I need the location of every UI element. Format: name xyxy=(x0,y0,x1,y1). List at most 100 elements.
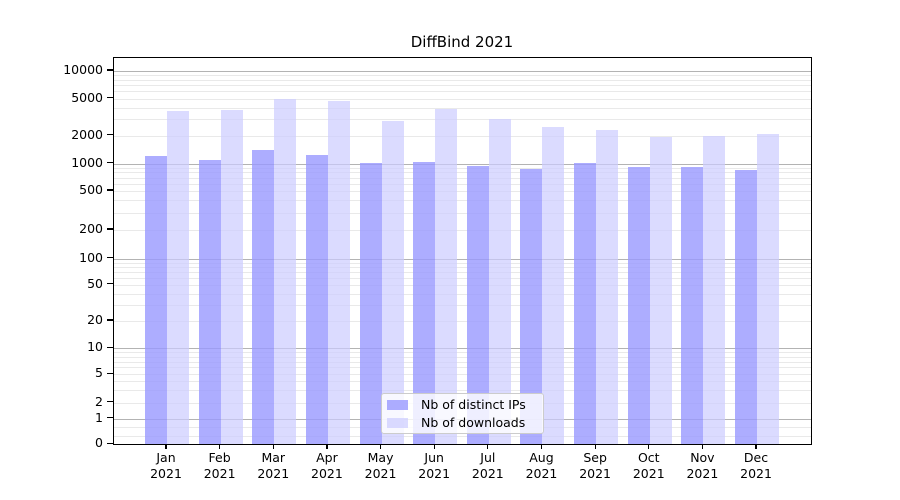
gridline-minor xyxy=(114,293,811,295)
y-tick-label: 10000 xyxy=(63,62,103,77)
x-tick-label-aug: Aug 2021 xyxy=(525,450,558,481)
y-tick xyxy=(107,228,113,230)
bar-downloads-apr xyxy=(327,100,350,445)
gridline-minor xyxy=(114,212,811,214)
gridline-major xyxy=(114,163,811,165)
gridline-minor xyxy=(114,167,811,169)
gridline-minor xyxy=(114,390,811,392)
y-tick-label: 2000 xyxy=(71,126,103,142)
bar-distinct-ips-jan xyxy=(145,156,167,445)
bar-distinct-ips-feb xyxy=(198,160,221,445)
bar-distinct-ips-jul xyxy=(466,166,489,445)
gridline-minor xyxy=(114,79,811,81)
y-tick-label: 10 xyxy=(87,339,103,355)
gridline-minor xyxy=(114,321,811,322)
bar-distinct-ips-sep xyxy=(574,163,597,445)
bar-distinct-ips-oct xyxy=(627,166,650,445)
y-tick xyxy=(107,372,113,374)
y-tick xyxy=(107,189,113,191)
gridline-major xyxy=(114,71,811,72)
gridline-major xyxy=(114,258,811,260)
y-tick xyxy=(107,442,113,444)
x-tick-label-feb: Feb 2021 xyxy=(203,450,236,481)
x-tick-label-oct: Oct 2021 xyxy=(632,450,665,481)
gridline-major xyxy=(114,348,811,350)
x-tick xyxy=(594,444,596,449)
bar-distinct-ips-may xyxy=(359,163,382,445)
y-tick-label: 100 xyxy=(79,249,103,265)
bar-distinct-ips-dec xyxy=(735,169,758,445)
x-tick-label-apr: Apr 2021 xyxy=(311,450,343,481)
y-tick xyxy=(107,97,113,99)
x-tick-label-may: May 2021 xyxy=(364,450,397,481)
gridline-minor xyxy=(114,356,811,358)
chart-title: DiffBind 2021 xyxy=(410,33,514,51)
y-tick xyxy=(107,257,113,259)
y-tick-label: 500 xyxy=(79,182,103,197)
bar-downloads-jun xyxy=(435,108,458,445)
gridline-minor xyxy=(114,172,811,174)
bar-downloads-may xyxy=(381,121,404,445)
y-tick xyxy=(107,417,113,419)
gridline-minor xyxy=(114,135,811,137)
gridline-minor xyxy=(114,230,811,231)
y-tick-label: 200 xyxy=(79,221,103,236)
gridline-minor xyxy=(114,352,811,354)
y-tick-label: 5 xyxy=(95,365,103,381)
bar-downloads-jan xyxy=(167,110,189,445)
legend-item: Nb of distinct IPs xyxy=(387,396,543,412)
bar-downloads-jul xyxy=(488,118,511,445)
y-tick-label: 20 xyxy=(87,312,103,327)
gridline-minor xyxy=(114,91,811,93)
y-tick xyxy=(107,283,113,285)
y-tick xyxy=(107,69,113,71)
x-tick-label-dec: Dec 2021 xyxy=(740,450,772,481)
legend-label: Nb of downloads xyxy=(421,414,526,430)
y-tick-label: 50 xyxy=(87,275,103,291)
y-tick-label: 5000 xyxy=(71,89,103,105)
legend-label: Nb of distinct IPs xyxy=(421,396,526,412)
y-tick xyxy=(107,346,113,348)
y-tick-label: 1000 xyxy=(71,154,103,170)
x-tick xyxy=(326,444,328,449)
plot-area xyxy=(113,57,812,445)
y-tick-label: 1 xyxy=(95,409,103,425)
x-tick xyxy=(433,444,435,449)
gridline-minor xyxy=(114,98,811,100)
gridline-minor xyxy=(114,183,811,185)
x-tick xyxy=(165,444,167,449)
x-tick-label-jul: Jul 2021 xyxy=(471,450,504,481)
gridline-minor xyxy=(114,361,811,363)
bar-distinct-ips-aug xyxy=(520,169,543,445)
gridline-minor xyxy=(114,374,811,376)
y-tick xyxy=(107,319,113,321)
x-tick xyxy=(487,444,489,449)
x-tick xyxy=(219,444,221,449)
x-tick xyxy=(701,444,703,449)
y-tick xyxy=(107,161,113,164)
bar-downloads-nov xyxy=(703,135,726,445)
y-tick xyxy=(107,133,113,136)
gridline-minor xyxy=(114,262,811,264)
gridline-minor xyxy=(114,381,811,383)
y-tick-label: 2 xyxy=(95,393,103,409)
bar-downloads-sep xyxy=(596,129,619,445)
gridline-minor xyxy=(114,75,811,77)
gridline-minor xyxy=(114,267,811,269)
bar-distinct-ips-nov xyxy=(681,167,704,445)
gridline-minor xyxy=(114,367,811,369)
bar-downloads-aug xyxy=(542,126,565,445)
bar-downloads-oct xyxy=(649,136,672,445)
bar-distinct-ips-apr xyxy=(305,155,328,445)
gridline-minor xyxy=(114,284,811,286)
x-tick xyxy=(648,444,650,449)
x-tick xyxy=(272,444,274,449)
gridline-minor xyxy=(114,177,811,179)
legend-swatch-downloads xyxy=(387,417,408,428)
gridline-minor xyxy=(114,277,811,279)
bar-downloads-mar xyxy=(274,98,297,445)
gridline-minor xyxy=(114,272,811,274)
bar-downloads-dec xyxy=(757,134,780,445)
legend-swatch-distinct-ips xyxy=(387,399,408,410)
x-tick-label-jan: Jan 2021 xyxy=(150,450,182,481)
